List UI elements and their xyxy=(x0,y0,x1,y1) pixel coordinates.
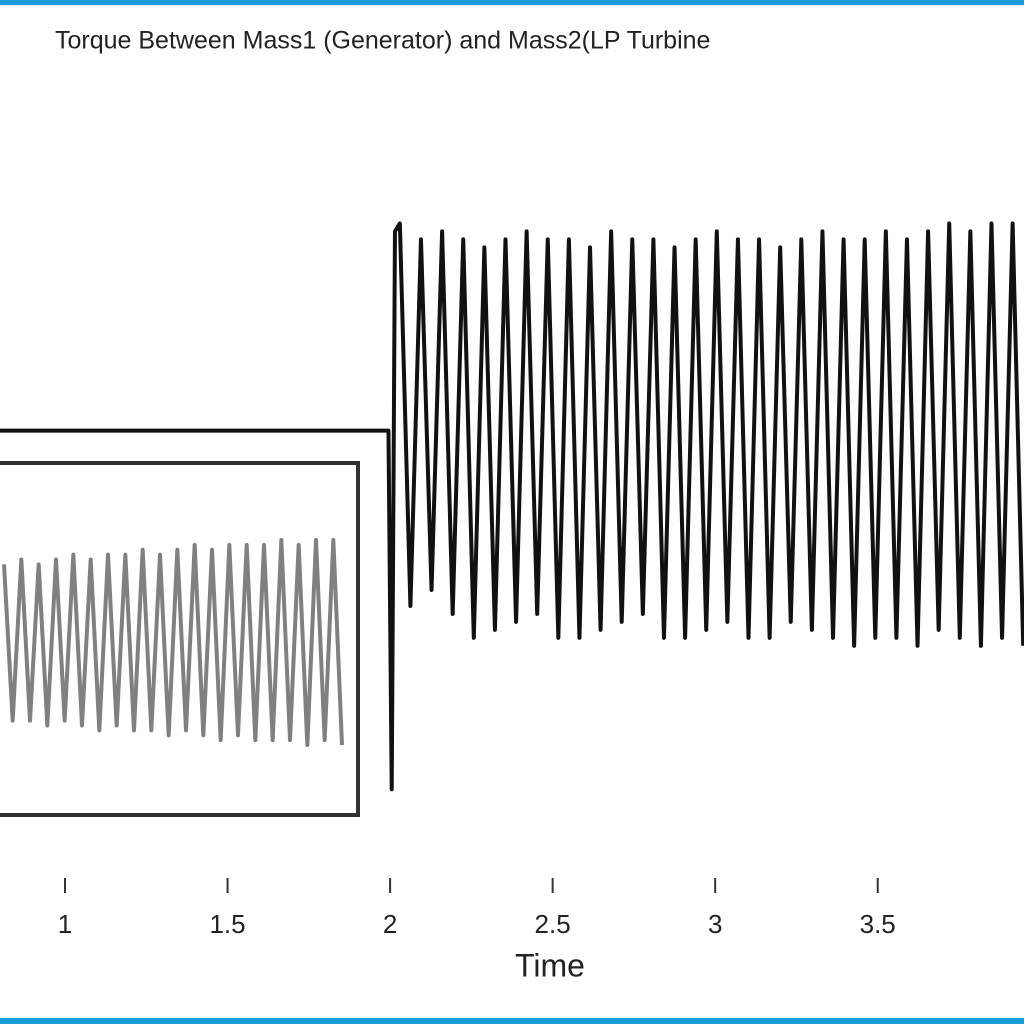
x-tick-label: 1.5 xyxy=(209,909,245,939)
x-tick-label: 2.5 xyxy=(535,909,571,939)
x-axis-label: Time xyxy=(515,947,585,983)
x-tick-label: 3.5 xyxy=(860,909,896,939)
x-tick-label: 1 xyxy=(58,909,72,939)
x-tick-label: 3 xyxy=(708,909,722,939)
chart-title: Torque Between Mass1 (Generator) and Mas… xyxy=(55,27,710,55)
inset-line xyxy=(2,538,344,747)
torque-line xyxy=(0,221,1024,792)
x-tick-label: 2 xyxy=(383,909,397,939)
